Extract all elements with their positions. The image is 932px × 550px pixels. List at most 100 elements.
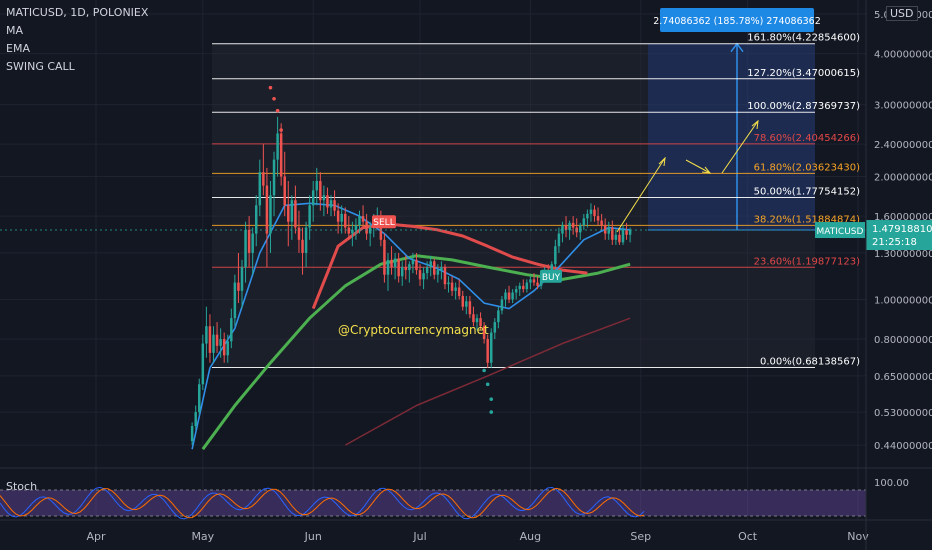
candle-body[interactable]: [468, 301, 472, 315]
candle-body[interactable]: [440, 267, 443, 271]
candle-body[interactable]: [408, 264, 411, 271]
candle-body[interactable]: [219, 339, 222, 346]
candle-body[interactable]: [511, 292, 514, 300]
candle-body[interactable]: [550, 264, 554, 275]
candle-body[interactable]: [272, 159, 276, 196]
candle-body[interactable]: [500, 299, 504, 311]
candle-body[interactable]: [447, 282, 450, 285]
candle-body[interactable]: [425, 267, 429, 274]
candle-body[interactable]: [244, 229, 247, 268]
candle-body[interactable]: [582, 218, 586, 226]
candle-body[interactable]: [322, 195, 326, 201]
candle-body[interactable]: [347, 227, 351, 234]
candle-body[interactable]: [393, 258, 397, 268]
candle-body[interactable]: [294, 200, 297, 228]
candle-body[interactable]: [361, 216, 365, 222]
candle-body[interactable]: [579, 225, 582, 233]
candle-body[interactable]: [571, 222, 575, 228]
candle-body[interactable]: [326, 195, 329, 208]
currency-badge[interactable]: USD: [886, 6, 918, 21]
candle-body[interactable]: [336, 210, 340, 222]
candle-body[interactable]: [304, 227, 308, 253]
candle-body[interactable]: [465, 301, 468, 307]
candle-body[interactable]: [258, 172, 262, 206]
candle-body[interactable]: [404, 267, 408, 271]
candle-body[interactable]: [329, 200, 333, 208]
candle-body[interactable]: [222, 339, 226, 356]
candle-body[interactable]: [390, 259, 393, 268]
indicator-ma[interactable]: MA: [6, 24, 24, 37]
candle-body[interactable]: [351, 229, 354, 234]
stoch-label[interactable]: Stoch: [6, 480, 38, 493]
candle-body[interactable]: [287, 205, 290, 222]
candle-body[interactable]: [493, 322, 497, 333]
candle-body[interactable]: [628, 229, 632, 235]
candle-body[interactable]: [411, 259, 415, 265]
candle-body[interactable]: [457, 287, 461, 296]
candle-body[interactable]: [479, 318, 482, 327]
candle-body[interactable]: [557, 233, 561, 247]
candle-body[interactable]: [240, 267, 244, 291]
candle-body[interactable]: [525, 282, 529, 290]
candle-body[interactable]: [201, 343, 205, 385]
candle-body[interactable]: [514, 289, 518, 293]
candle-body[interactable]: [436, 270, 440, 275]
candle-body[interactable]: [603, 225, 607, 234]
candle-body[interactable]: [433, 261, 436, 275]
candle-body[interactable]: [397, 258, 400, 277]
candle-body[interactable]: [319, 181, 322, 201]
candle-body[interactable]: [247, 229, 251, 253]
candle-body[interactable]: [589, 209, 593, 214]
candle-body[interactable]: [614, 234, 618, 240]
candle-body[interactable]: [596, 216, 600, 221]
candle-body[interactable]: [308, 205, 311, 228]
candle-body[interactable]: [340, 213, 343, 222]
candle-body[interactable]: [454, 287, 457, 291]
candle-body[interactable]: [554, 246, 557, 265]
candle-body[interactable]: [212, 334, 215, 353]
candle-body[interactable]: [386, 259, 390, 275]
candle-body[interactable]: [607, 227, 610, 234]
candle-body[interactable]: [475, 318, 479, 323]
candle-body[interactable]: [489, 332, 493, 363]
candle-body[interactable]: [283, 176, 286, 206]
candle-body[interactable]: [611, 227, 614, 240]
candle-body[interactable]: [254, 205, 258, 234]
candle-body[interactable]: [472, 314, 475, 323]
candle-body[interactable]: [600, 220, 603, 226]
candle-body[interactable]: [205, 326, 208, 344]
candle-body[interactable]: [344, 213, 347, 228]
candle-body[interactable]: [194, 412, 197, 427]
candle-body[interactable]: [333, 200, 336, 211]
candle-body[interactable]: [262, 172, 265, 186]
candle-body[interactable]: [418, 270, 422, 280]
candle-body[interactable]: [190, 426, 194, 442]
candle-body[interactable]: [486, 339, 489, 363]
candle-body[interactable]: [564, 225, 568, 230]
candle-body[interactable]: [529, 279, 532, 283]
candle-body[interactable]: [450, 282, 454, 291]
candle-body[interactable]: [618, 234, 621, 243]
indicator-swing-call[interactable]: SWING CALL: [6, 60, 75, 73]
candle-body[interactable]: [279, 133, 283, 177]
candle-body[interactable]: [504, 292, 507, 300]
candle-body[interactable]: [301, 239, 304, 253]
candle-body[interactable]: [208, 326, 212, 353]
indicator-ema[interactable]: EMA: [6, 42, 30, 55]
candle-body[interactable]: [368, 227, 372, 234]
candle-body[interactable]: [365, 221, 368, 234]
candle-body[interactable]: [354, 225, 358, 230]
candle-body[interactable]: [561, 225, 564, 234]
candle-body[interactable]: [265, 185, 269, 234]
candle-body[interactable]: [251, 233, 254, 253]
candle-body[interactable]: [621, 229, 625, 243]
candle-body[interactable]: [532, 279, 536, 283]
candle-body[interactable]: [383, 239, 386, 275]
candle-body[interactable]: [230, 318, 233, 342]
candle-body[interactable]: [269, 195, 272, 234]
candle-body[interactable]: [536, 282, 539, 286]
candle-body[interactable]: [507, 292, 511, 300]
candle-body[interactable]: [233, 282, 237, 319]
candle-body[interactable]: [290, 200, 294, 222]
candle-body[interactable]: [422, 273, 425, 280]
